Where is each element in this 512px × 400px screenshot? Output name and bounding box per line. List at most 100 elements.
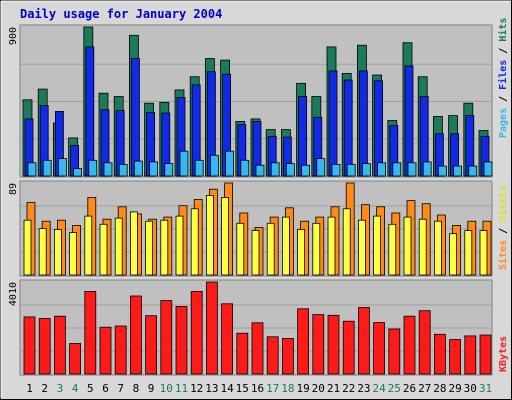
pages-bar — [27, 162, 37, 177]
pages-bar — [255, 164, 265, 177]
files-bar — [343, 79, 353, 177]
kbytes-bar — [175, 306, 188, 375]
day-label: 20 — [312, 382, 325, 395]
kbytes-bar — [266, 336, 279, 375]
kbytes-bar — [190, 290, 203, 375]
sites-bar — [114, 217, 123, 276]
sites-bar — [160, 219, 169, 276]
kbytes-ymax-label: 4010 — [8, 282, 19, 306]
legend-kbytes: KBytes — [498, 336, 509, 372]
pages-bar — [58, 158, 67, 177]
day-label: 10 — [160, 382, 173, 395]
pages-bar — [437, 165, 447, 177]
kbytes-bar — [403, 315, 416, 375]
chart-title: Daily usage for January 2004 — [20, 7, 222, 21]
pages-bar — [118, 163, 128, 177]
kbytes-bar — [236, 332, 249, 375]
pages-bar — [270, 162, 280, 177]
files-bar — [130, 58, 140, 177]
sites-bar — [403, 216, 412, 276]
kbytes-bar — [479, 334, 492, 375]
day-label: 29 — [448, 382, 461, 395]
kbytes-bar — [449, 339, 462, 375]
sites-bar — [190, 208, 199, 276]
sites-bar — [84, 215, 93, 276]
pages-bar — [164, 163, 174, 177]
sites-bar — [54, 229, 62, 276]
pages-bar — [42, 159, 52, 177]
day-label: 14 — [220, 382, 234, 395]
kbytes-bar — [281, 337, 294, 375]
bars — [22, 26, 493, 375]
sites-bar — [327, 216, 336, 276]
pages-bar — [149, 161, 159, 177]
day-label: 25 — [388, 382, 401, 395]
hits-ymax-label: 900 — [8, 27, 19, 45]
sites-bar — [175, 215, 184, 276]
sites-bar — [418, 218, 427, 276]
legend-sites: Sites — [497, 240, 509, 270]
sites-bar — [205, 194, 214, 276]
day-label: 11 — [175, 382, 188, 395]
kbytes-bar — [418, 310, 431, 375]
sites-bar — [433, 220, 442, 276]
kbytes-bar — [342, 320, 355, 375]
pages-bar — [103, 162, 113, 177]
day-label: 18 — [281, 382, 294, 395]
kbytes-bar — [312, 314, 325, 375]
day-label: 19 — [296, 382, 309, 395]
sites-bar — [38, 228, 47, 276]
sites-bar — [99, 223, 108, 276]
day-label: 17 — [266, 382, 279, 395]
kbytes-bar — [433, 333, 446, 375]
pages-bar — [407, 162, 417, 177]
day-label: 5 — [87, 382, 94, 395]
legend-pages: Pages — [498, 108, 509, 138]
pages-bar — [392, 162, 402, 177]
pages-bar — [88, 159, 98, 177]
kbytes-bar — [114, 325, 127, 375]
legend-files: Files — [497, 60, 509, 90]
day-label: 22 — [342, 382, 355, 395]
pages-bar — [316, 158, 326, 177]
pages-bar — [240, 159, 250, 177]
kbytes-bar — [99, 326, 112, 375]
kbytes-bar — [23, 316, 36, 375]
pages-bar — [361, 163, 371, 177]
day-label: 31 — [479, 382, 492, 395]
kbytes-bar — [221, 303, 234, 375]
kbytes-bar — [327, 314, 340, 375]
legend-hits-panel: Pages / Files / Hits — [497, 18, 509, 138]
kbytes-bar — [357, 307, 370, 375]
kbytes-bar — [388, 328, 401, 375]
pages-bar — [468, 165, 478, 177]
kbytes-bar — [251, 322, 264, 375]
sites-bar — [342, 208, 351, 276]
day-label: 4 — [72, 382, 79, 395]
pages-bar — [453, 165, 463, 177]
sites-bar — [129, 211, 138, 276]
files-bar — [358, 70, 368, 177]
pages-bar — [179, 150, 189, 177]
files-bar — [298, 96, 308, 177]
pages-bar — [73, 168, 82, 177]
sites-bar — [145, 220, 154, 276]
day-label: 9 — [148, 382, 155, 395]
kbytes-bar — [160, 300, 173, 375]
sites-bar — [221, 197, 230, 276]
kbytes-bar — [69, 343, 81, 375]
pages-bar — [194, 159, 204, 177]
kbytes-bar — [38, 318, 51, 375]
day-label: 24 — [372, 382, 386, 395]
kbytes-bar — [205, 281, 218, 375]
sites-bar — [464, 230, 473, 276]
day-label: 2 — [41, 382, 48, 395]
sites-bar — [373, 215, 382, 276]
sites-bar — [69, 232, 77, 276]
day-label: 12 — [190, 382, 203, 395]
day-label: 7 — [117, 382, 124, 395]
sites-bar — [297, 229, 306, 276]
legend-visits-panel: Sites / Visits — [497, 186, 509, 270]
kbytes-bar — [54, 315, 66, 375]
